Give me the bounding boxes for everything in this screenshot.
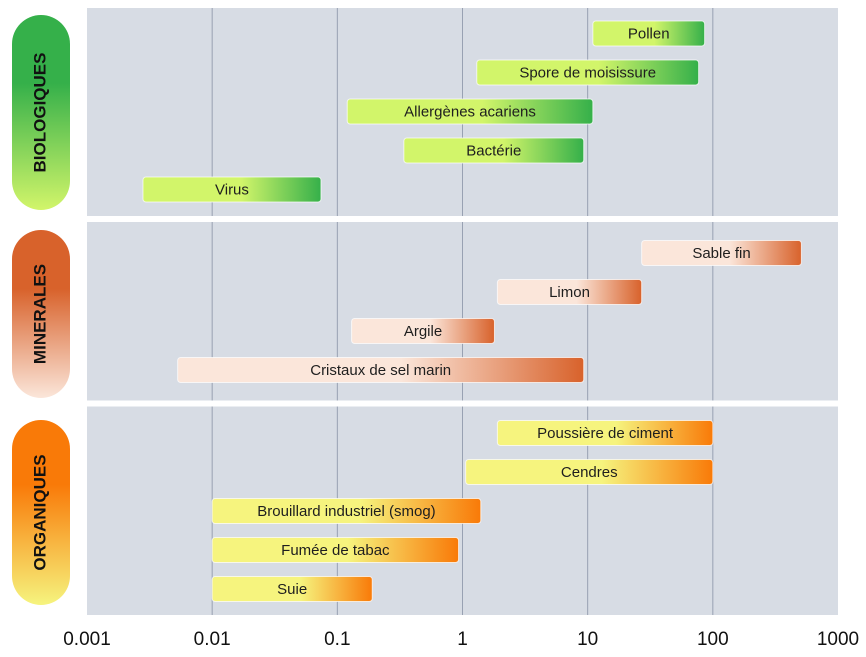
bar-label: Argile	[404, 323, 442, 340]
bar-label: Virus	[215, 181, 249, 198]
group-pill	[12, 230, 70, 398]
group-pill	[12, 15, 70, 210]
range-bar	[592, 20, 706, 47]
bar-label: Poussière de ciment	[537, 425, 674, 442]
bar-label: Allergènes acariens	[404, 103, 536, 120]
group-label: MINERALES	[30, 264, 49, 364]
x-tick-label: 0.1	[324, 629, 350, 650]
bar-label: Sable fin	[692, 245, 750, 262]
x-tick-label: 0.001	[63, 629, 111, 650]
x-tick-label: 100	[697, 629, 729, 650]
group-label: ORGANIQUES	[30, 454, 49, 570]
x-tick-label: 1000	[817, 629, 859, 650]
bar-label: Limon	[549, 284, 590, 301]
range-bar	[351, 318, 495, 344]
range-bar	[211, 576, 373, 602]
bar-label: Suie	[277, 581, 307, 598]
x-tick-label: 1	[457, 629, 468, 650]
range-bar	[496, 420, 714, 446]
group-pill	[12, 420, 70, 605]
bar-label: Bactérie	[466, 142, 521, 159]
range-bar	[476, 59, 700, 86]
range-bar	[346, 98, 594, 125]
range-bar	[496, 279, 643, 305]
panel-separator	[87, 216, 838, 222]
bar-label: Fumée de tabac	[281, 542, 390, 559]
x-tick-label: 0.01	[194, 629, 231, 650]
range-bar	[211, 498, 482, 524]
group-label: BIOLOGIQUES	[30, 53, 49, 173]
range-bar	[403, 137, 585, 164]
bar-label: Pollen	[628, 25, 670, 42]
panel-separator	[87, 400, 838, 407]
range-bar	[142, 176, 322, 203]
bar-label: Spore de moisissure	[519, 64, 656, 81]
bar-label: Cendres	[561, 464, 618, 481]
range-bar	[211, 537, 460, 563]
range-bar	[177, 357, 585, 383]
range-bar	[641, 240, 802, 266]
bar-label: Cristaux de sel marin	[310, 362, 451, 379]
bar-label: Brouillard industriel (smog)	[257, 503, 435, 520]
range-bar	[465, 459, 714, 485]
x-tick-label: 10	[577, 629, 598, 650]
